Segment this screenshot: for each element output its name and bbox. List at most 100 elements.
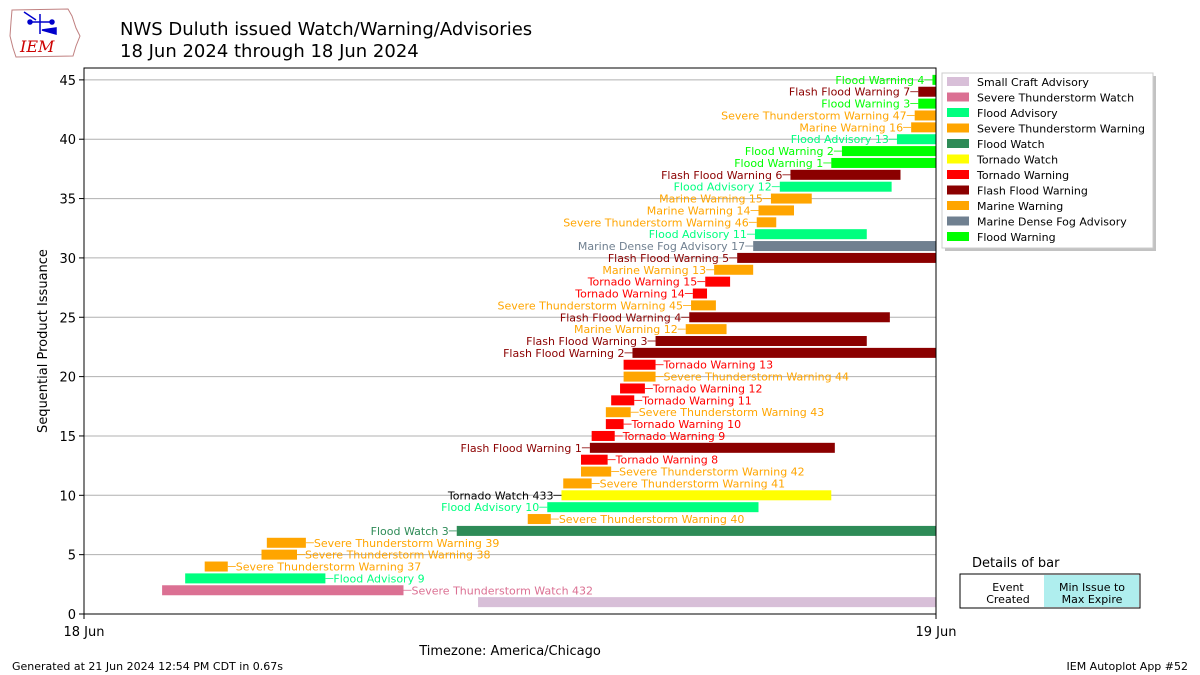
legend-swatch [947,77,969,86]
bar-label: Tornado Warning 9 [622,430,726,443]
plot-area [83,67,937,615]
bar [790,169,901,180]
bar [581,466,612,477]
legend-swatch [947,185,969,195]
bar-label: Severe Thunderstorm Warning 45 [498,299,684,312]
bar-label: Flood Watch 3 [371,525,449,538]
weather-station-icon [23,11,57,35]
legend-entry-label: Severe Thunderstorm Watch [977,92,1134,105]
bar-label: Flood Advisory 9 [333,572,424,585]
bar-label: Tornado Warning 13 [663,359,774,372]
bar-label: Tornado Warning 11 [641,394,752,407]
legend-entry-label: Flash Flood Warning [977,185,1088,198]
bar-label: Flood Advisory 11 [649,228,747,241]
bar [162,585,404,596]
bar-label: Marine Dense Fog Advisory 17 [578,240,745,253]
bar-label: Severe Thunderstorm Warning 44 [664,371,850,384]
y-tick-label: 10 [59,489,76,504]
bar [754,229,867,240]
y-tick-label: 40 [59,133,76,148]
y-tick-label: 45 [59,74,76,89]
bar [770,193,812,204]
bar-label: Tornado Warning 10 [631,418,742,431]
legend-swatch [947,139,969,148]
y-tick-label: 5 [68,549,76,564]
bar [689,312,890,323]
bar [692,288,708,299]
iem-logo: IEM [9,8,81,58]
y-tick-label: 20 [59,371,76,386]
bar-label: Flash Flood Warning 5 [608,252,729,265]
bar [591,430,615,441]
bar-label: Tornado Warning 14 [574,288,685,301]
bar [456,525,936,536]
bar [779,181,892,192]
y-tick-label: 0 [68,608,76,623]
bar [758,205,794,216]
bar [605,419,624,430]
x-axis-label: Timezone: America/Chicago [418,644,601,659]
bar [831,157,936,168]
legend-swatch [947,154,969,164]
y-tick-label: 15 [59,430,76,445]
bar-label: Tornado Warning 12 [652,382,763,395]
bar-label: Flash Flood Warning 7 [789,86,910,99]
legend-swatch [947,216,969,226]
bar-label: Severe Thunderstorm Warning 38 [305,549,491,562]
bar [705,276,731,287]
bar [753,241,936,252]
details-event-created: Event Created [986,581,1030,606]
bar [737,252,936,263]
bar [685,324,727,335]
bar-label: Marine Warning 14 [647,204,751,217]
legend-swatch [947,92,969,102]
legend-entry-label: Tornado Warning [976,169,1069,182]
bar [918,86,936,97]
y-axis-label: Sequential Product Issuance [36,249,51,433]
bar-label: Flash Flood Warning 1 [461,442,582,455]
bar [620,383,645,394]
bar-label: Severe Thunderstorm Warning 37 [236,561,422,574]
y-tick-label: 30 [59,252,76,267]
bar [266,537,306,548]
legend-entry-label: Severe Thunderstorm Warning [977,123,1145,136]
legend-entry-label: Tornado Watch [976,154,1058,167]
legend-entry-label: Marine Dense Fog Advisory [977,216,1127,229]
bar-label: Flood Advisory 12 [674,181,772,194]
legend-entry-label: Marine Warning [977,200,1063,213]
x-axis-ticks: 18 Jun 19 Jun [64,614,957,640]
bar [623,371,656,382]
bar [561,490,832,501]
bar [605,407,631,418]
bar [527,514,551,525]
bar [261,549,297,560]
bar [691,300,716,311]
bar-label: Severe Thunderstorm Warning 42 [619,466,805,479]
bar-label: Severe Thunderstorm Warning 41 [600,477,786,490]
bar-label: Severe Thunderstorm Warning 39 [314,537,500,550]
bar [756,217,777,228]
y-tick-label: 35 [59,193,76,208]
legend-entry-label: Flood Warning [977,231,1056,244]
bar-label: Marine Warning 16 [799,121,903,134]
bar-label: Flood Advisory 13 [791,133,889,146]
legend-swatch [947,108,969,117]
bar [932,74,936,85]
bar [589,442,835,453]
legend-swatch [947,123,969,133]
bar-label: Flash Flood Warning 4 [560,311,681,324]
bar-label: Flood Advisory 10 [441,501,539,514]
details-title: Details of bar [972,556,1060,571]
legend-entry-label: Small Craft Advisory [977,76,1089,89]
bar-label: Tornado Watch 433 [447,489,554,502]
bar [911,122,936,133]
bar-label: Tornado Warning 15 [587,276,698,289]
bar-label: Flood Warning 3 [821,98,910,111]
bar [841,146,936,157]
bar-label: Severe Thunderstorm Watch 432 [412,584,594,597]
bar-label: Marine Warning 12 [574,323,678,336]
bar [896,134,936,145]
bar-label: Flood Warning 1 [734,157,823,170]
legend-box [941,72,1154,249]
